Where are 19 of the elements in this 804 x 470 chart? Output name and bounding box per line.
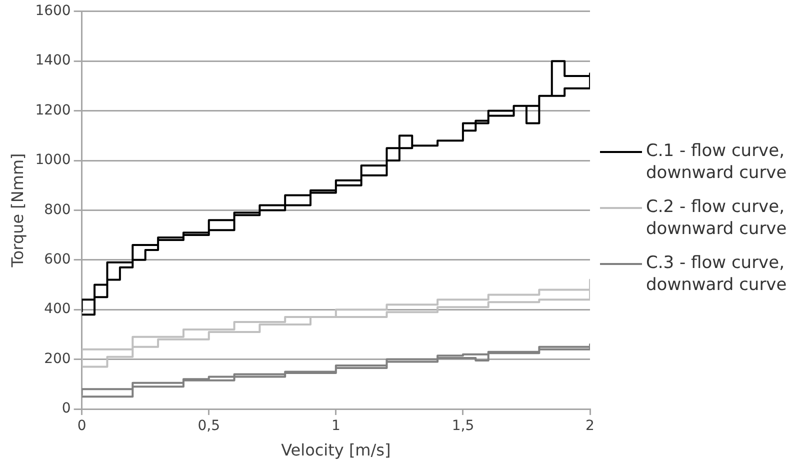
- y-tick-label: 800: [44, 202, 71, 218]
- y-tick-label: 1600: [35, 3, 71, 20]
- legend-label: C.2 - flow curve, downward curve: [646, 196, 788, 240]
- legend-label: C.3 - flow curve, downward curve: [646, 252, 788, 296]
- y-tick-label: 400: [44, 301, 71, 318]
- y-tick-label: 1200: [35, 102, 71, 118]
- x-axis-title: Velocity [m/s]: [281, 440, 391, 460]
- x-tick-label: 0: [77, 418, 86, 434]
- x-tick-label: 1,5: [452, 418, 474, 434]
- x-tick-label: 0,5: [198, 418, 220, 434]
- x-tick-label: 1: [331, 418, 340, 434]
- y-tick-label: 1400: [35, 52, 71, 69]
- x-tick-label: 2: [586, 418, 594, 434]
- y-tick-label: 1000: [35, 152, 71, 168]
- y-tick-label: 0: [62, 400, 71, 417]
- y-tick-label: 600: [44, 252, 71, 268]
- y-axis-title: Torque [Nmm]: [8, 153, 27, 268]
- legend-label: C.1 - flow curve, downward curve: [646, 140, 788, 184]
- y-tick-label: 200: [44, 350, 71, 367]
